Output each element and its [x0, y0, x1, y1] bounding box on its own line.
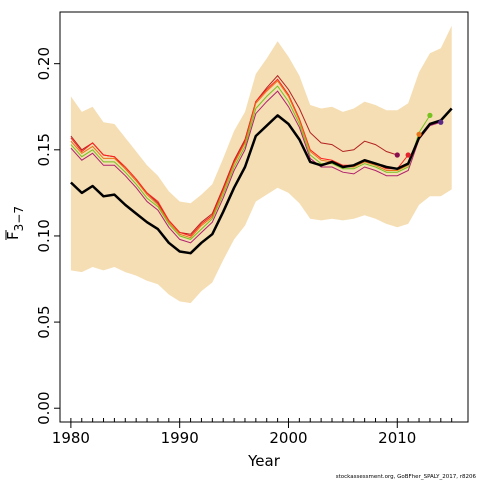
plot-area	[70, 25, 453, 304]
y-tick-label: 0.20	[35, 47, 53, 80]
retro-endpoint-2013	[427, 112, 433, 118]
plot-frame	[59, 11, 469, 423]
y-tick-label: 0.00	[35, 391, 53, 424]
retro-endpoint-2010	[394, 152, 400, 158]
x-tick-label: 2010	[378, 429, 416, 447]
x-tick-label: 1990	[161, 429, 199, 447]
retro-endpoint-2011	[405, 152, 411, 158]
axes: 1980 1990 2000 2010 0.00 0.05 0.10 0.15 0.20	[35, 47, 453, 447]
y-tick-label: 0.10	[35, 219, 53, 252]
retro-line-2012	[70, 80, 420, 239]
retro-line-2014	[70, 90, 441, 244]
y-axis-title-main: F	[4, 231, 22, 240]
retro-endpoint-2014	[438, 119, 444, 125]
y-axis-title-sub: 3−7	[12, 206, 26, 231]
x-axis-title: Year	[247, 452, 281, 470]
x-tick-label: 1980	[52, 429, 90, 447]
svg-text:F3−7: F3−7	[4, 206, 26, 240]
y-tick-label: 0.15	[35, 133, 53, 166]
confidence-band	[70, 25, 452, 304]
x-tick-label: 2000	[269, 429, 307, 447]
y-axis-title: F3−7	[4, 206, 26, 240]
y-tick-label: 0.05	[35, 305, 53, 338]
main-estimate-line	[70, 107, 453, 255]
retro-line-2013	[70, 85, 431, 240]
retro-endpoint-2012	[416, 131, 422, 137]
credit-text: stockassessment.org, GoBFher_SPALY_2017,…	[336, 474, 477, 480]
